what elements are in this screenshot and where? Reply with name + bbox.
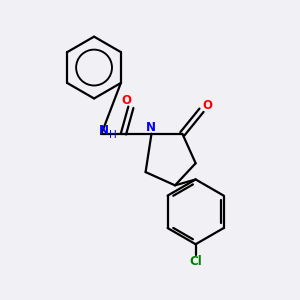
Text: N: N [98,124,109,137]
Text: H: H [109,130,116,140]
Text: O: O [202,99,212,112]
Text: Cl: Cl [189,255,202,268]
Text: N: N [146,121,156,134]
Text: O: O [122,94,131,107]
